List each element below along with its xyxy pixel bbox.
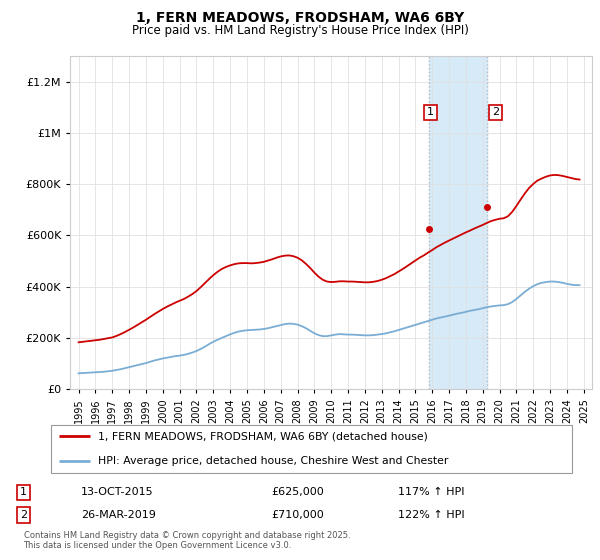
Text: HPI: Average price, detached house, Cheshire West and Chester: HPI: Average price, detached house, Ches… — [98, 456, 449, 466]
Text: 1: 1 — [20, 487, 27, 497]
Text: 117% ↑ HPI: 117% ↑ HPI — [398, 487, 464, 497]
Text: 1, FERN MEADOWS, FRODSHAM, WA6 6BY (detached house): 1, FERN MEADOWS, FRODSHAM, WA6 6BY (deta… — [98, 431, 428, 441]
Bar — [428, 56, 487, 389]
Text: £710,000: £710,000 — [271, 510, 324, 520]
Text: 2: 2 — [491, 108, 499, 118]
Text: 1: 1 — [427, 108, 434, 118]
Text: Contains HM Land Registry data © Crown copyright and database right 2025.
This d: Contains HM Land Registry data © Crown c… — [23, 531, 350, 550]
Text: 1, FERN MEADOWS, FRODSHAM, WA6 6BY: 1, FERN MEADOWS, FRODSHAM, WA6 6BY — [136, 11, 464, 25]
Text: Price paid vs. HM Land Registry's House Price Index (HPI): Price paid vs. HM Land Registry's House … — [131, 24, 469, 36]
Text: 26-MAR-2019: 26-MAR-2019 — [81, 510, 156, 520]
Text: 2: 2 — [20, 510, 27, 520]
Text: £625,000: £625,000 — [271, 487, 324, 497]
Text: 13-OCT-2015: 13-OCT-2015 — [81, 487, 154, 497]
Text: 122% ↑ HPI: 122% ↑ HPI — [398, 510, 464, 520]
